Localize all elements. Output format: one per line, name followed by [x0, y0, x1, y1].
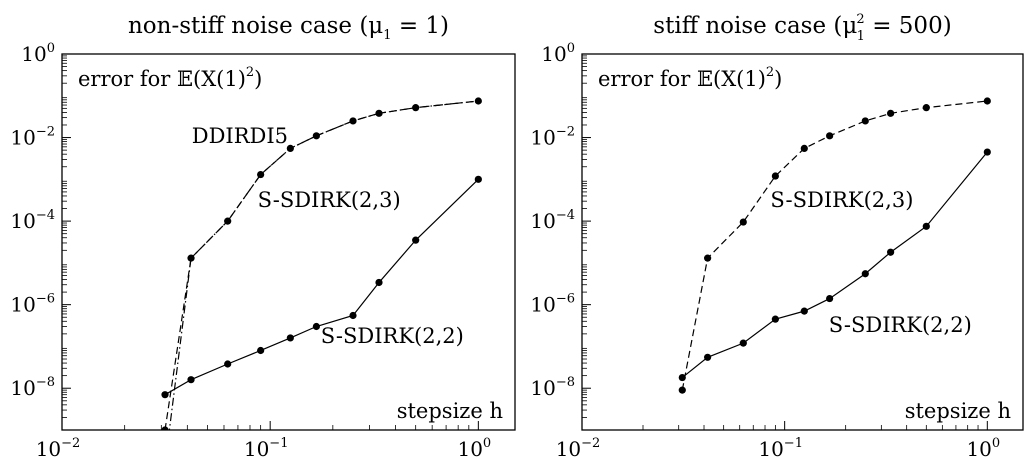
corner-label: error for 𝔼(X(1)2) — [78, 65, 262, 91]
data-point — [187, 376, 195, 384]
y-tick-label: 100 — [541, 41, 575, 66]
y-tick-label: 10−2 — [10, 125, 55, 150]
series-line — [168, 100, 479, 430]
data-point — [861, 117, 869, 125]
x-axis-label: stepsize h — [397, 399, 503, 423]
series-annotation: S-SDIRK(2,2) — [321, 324, 464, 348]
data-point — [800, 307, 808, 315]
series-annotation: S-SDIRK(2,2) — [829, 313, 972, 337]
x-tick-label: 10−2 — [36, 436, 81, 459]
data-point — [887, 248, 895, 256]
y-tick-label: 10−6 — [530, 292, 575, 317]
series-line — [681, 151, 988, 379]
data-point — [161, 426, 169, 430]
data-point — [474, 175, 482, 183]
series-annotation: DDIRDI5 — [192, 124, 288, 148]
data-point — [678, 373, 686, 382]
data-point — [800, 144, 808, 153]
data-point — [739, 339, 747, 347]
data-point — [349, 117, 357, 125]
x-tick-label: 100 — [457, 436, 491, 459]
data-point — [861, 270, 869, 278]
data-point — [312, 322, 320, 331]
data-point — [474, 97, 482, 105]
data-point — [704, 254, 712, 262]
data-point — [826, 132, 834, 140]
chart-title: stiff noise case (μ2 1 = 500) — [653, 12, 951, 44]
plot-frame — [581, 53, 1024, 431]
series-S-SDIRK(2,2) — [678, 148, 991, 382]
plot-frame — [61, 53, 516, 431]
x-tick-label: 10−1 — [244, 436, 289, 459]
data-point — [224, 360, 232, 368]
y-tick-label: 10−6 — [10, 292, 55, 317]
data-point — [983, 148, 991, 156]
data-point — [922, 104, 930, 112]
data-point — [983, 97, 991, 105]
series-annotation: S-SDIRK(2,3) — [258, 188, 401, 212]
data-point — [257, 170, 265, 179]
data-point — [286, 334, 294, 342]
series-S-SDIRK(2,3) — [161, 97, 482, 430]
y-tick-label: 10−2 — [530, 125, 575, 150]
series-S-SDIRK(2,3) — [678, 97, 991, 394]
x-tick-label: 10−1 — [758, 436, 803, 459]
data-point — [771, 315, 779, 323]
series-annotation: S-SDIRK(2,3) — [770, 188, 913, 212]
data-point — [887, 109, 895, 117]
data-point — [826, 294, 834, 303]
y-tick-label: 10−8 — [10, 375, 55, 400]
series-line — [164, 100, 479, 430]
corner-label: error for 𝔼(X(1)2) — [598, 65, 782, 91]
data-point — [922, 222, 930, 230]
y-tick-label: 10−4 — [530, 208, 575, 233]
data-point — [161, 391, 169, 399]
series-DDIRDI5 — [168, 100, 479, 430]
chart-panel-2: 100 10−2 10−4 10−6 10−8 10−2 10−1 100 stiff nois… — [530, 12, 1024, 459]
data-point — [771, 172, 779, 180]
data-point — [739, 218, 747, 226]
y-tick-label: 10−8 — [530, 375, 575, 400]
chart-title: non-stiff noise case (μ1 = 1) — [128, 13, 449, 43]
series-line — [681, 100, 988, 391]
x-tick-label: 10−2 — [556, 436, 601, 459]
data-point — [257, 346, 265, 355]
data-point — [349, 311, 357, 320]
series-line — [164, 178, 479, 396]
data-point — [704, 353, 712, 361]
x-tick-label: 100 — [966, 436, 1000, 459]
series-S-SDIRK(2,2) — [161, 175, 482, 399]
data-point — [375, 278, 383, 287]
data-point — [678, 386, 686, 394]
x-axis-label: stepsize h — [905, 399, 1011, 423]
data-point — [412, 236, 420, 244]
y-tick-label: 10−4 — [10, 208, 55, 233]
chart-panel-1: 100 10−2 10−4 10−6 10−8 10−2 10−1 100 non-stiff … — [10, 13, 516, 459]
y-tick-label: 100 — [21, 41, 55, 66]
